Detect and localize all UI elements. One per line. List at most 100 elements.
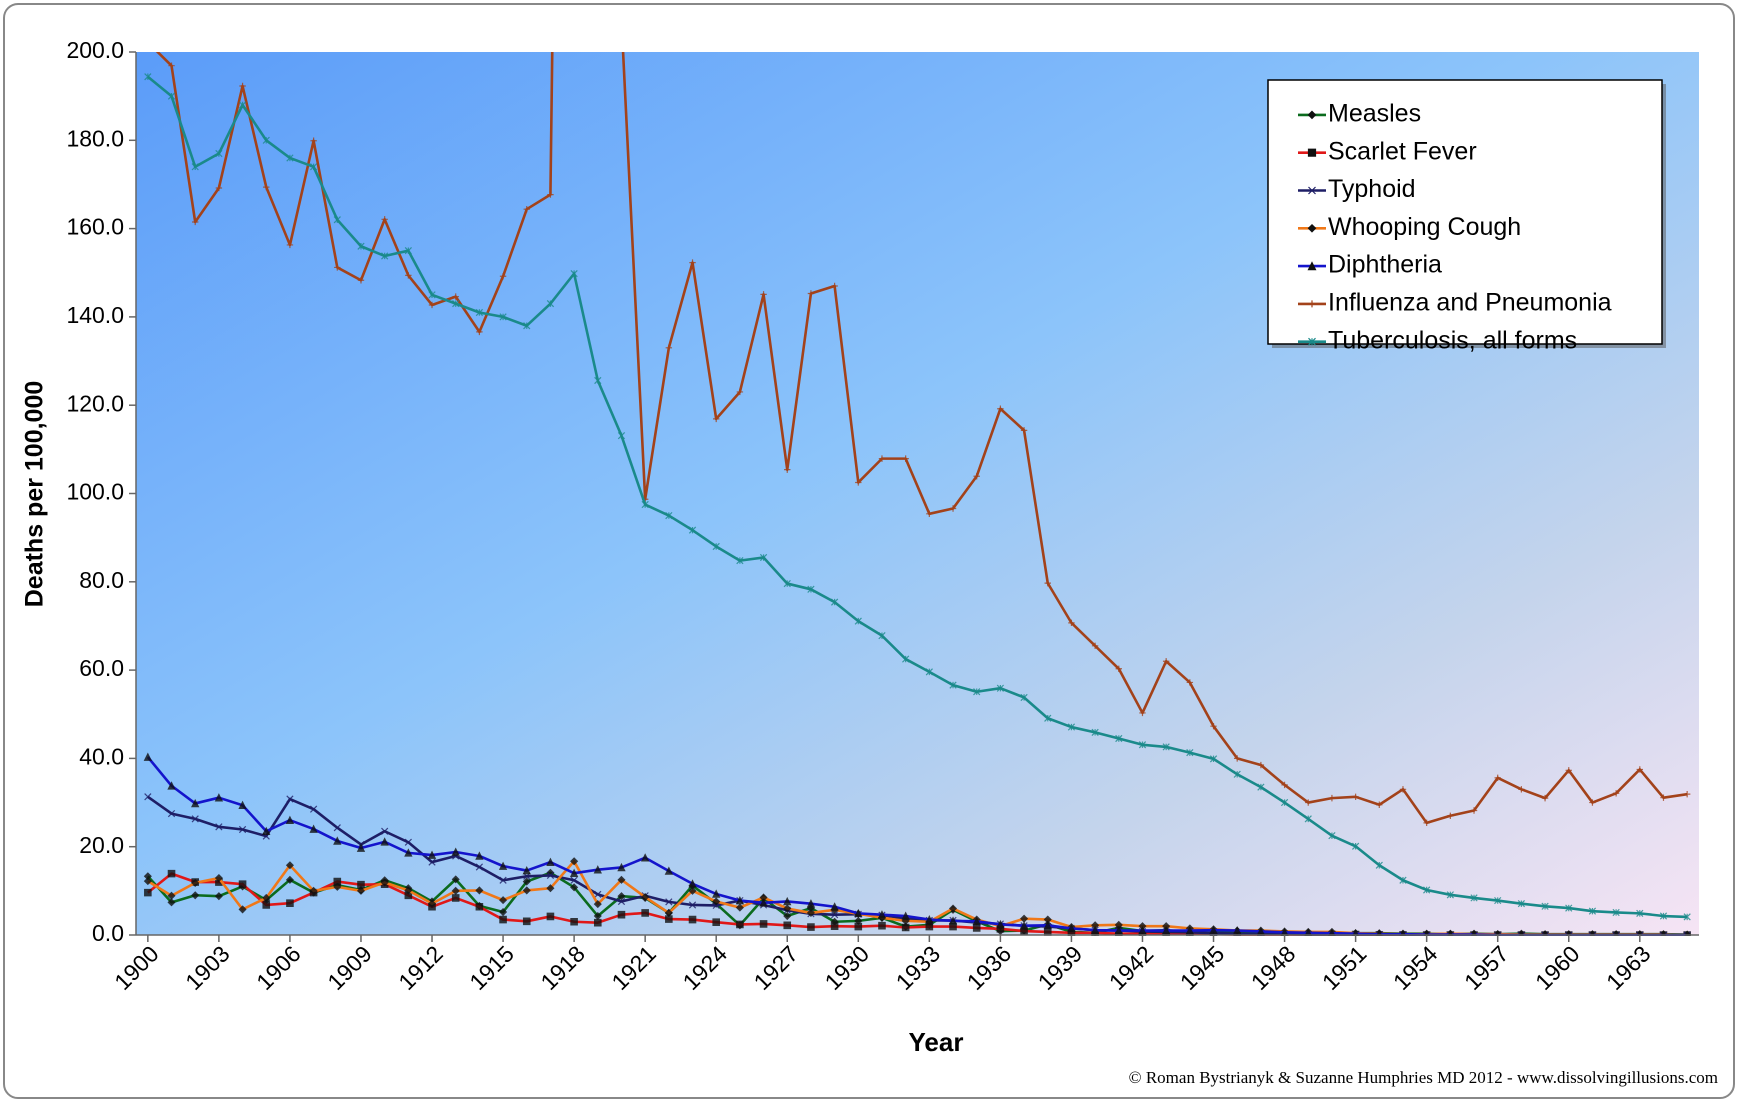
point-marker	[523, 205, 530, 213]
point-marker	[877, 910, 887, 919]
point-marker	[948, 916, 958, 925]
point-marker	[736, 920, 744, 929]
legend-label: Influenza and Pneumonia	[1328, 289, 1612, 317]
point-marker	[547, 191, 554, 198]
point-marker	[428, 858, 436, 866]
point-marker	[333, 216, 341, 224]
point-marker	[452, 300, 460, 308]
point-marker	[759, 553, 768, 562]
point-marker	[665, 344, 673, 352]
y-tick-label: 80.0	[79, 567, 124, 593]
point-marker	[522, 917, 531, 926]
point-marker	[783, 911, 792, 921]
point-marker	[902, 455, 909, 462]
point-marker	[641, 892, 650, 902]
point-marker	[498, 861, 508, 870]
point-marker	[1185, 926, 1195, 935]
point-marker	[191, 891, 200, 900]
point-marker	[239, 82, 246, 90]
y-tick-label: 140.0	[66, 302, 124, 328]
point-marker	[262, 826, 271, 836]
point-marker	[546, 300, 555, 308]
point-marker	[475, 851, 484, 860]
point-marker	[1446, 891, 1454, 899]
point-marker	[191, 798, 200, 808]
point-marker	[617, 910, 626, 919]
point-marker	[1518, 786, 1525, 793]
point-marker	[783, 579, 791, 588]
point-marker	[1067, 923, 1076, 933]
point-marker	[167, 809, 176, 818]
point-marker	[357, 242, 365, 250]
legend-marker	[1308, 337, 1316, 346]
point-marker	[499, 313, 507, 321]
point-marker	[238, 905, 247, 914]
legend-marker	[1307, 110, 1317, 120]
legend-box	[1267, 79, 1663, 345]
point-marker	[997, 405, 1004, 412]
series-line	[147, 75, 1688, 919]
point-marker	[404, 838, 412, 846]
point-marker	[901, 923, 910, 932]
point-marker	[309, 163, 318, 171]
point-marker	[1090, 925, 1100, 934]
point-marker	[522, 886, 531, 895]
y-tick-label: 160.0	[66, 214, 124, 240]
point-marker	[143, 752, 153, 761]
point-marker	[807, 290, 815, 297]
point-marker	[546, 884, 555, 893]
point-marker	[570, 883, 579, 892]
point-marker	[381, 216, 388, 223]
point-marker	[144, 73, 152, 81]
point-marker	[309, 886, 318, 895]
point-marker	[1636, 909, 1644, 917]
point-marker	[381, 827, 389, 835]
point-marker	[783, 904, 792, 913]
point-marker	[357, 880, 365, 889]
point-marker	[1067, 723, 1076, 731]
point-marker	[949, 505, 957, 512]
point-marker	[238, 880, 247, 889]
point-marker	[1233, 770, 1241, 778]
point-marker	[925, 915, 934, 924]
point-marker	[783, 896, 792, 906]
point-marker	[855, 479, 862, 486]
point-marker	[1186, 749, 1194, 757]
point-marker	[144, 793, 152, 801]
point-marker	[214, 793, 224, 802]
point-marker	[735, 896, 745, 905]
point-marker	[784, 466, 791, 473]
point-marker	[309, 824, 318, 833]
point-marker	[1162, 658, 1170, 665]
legend-label: Typhoid	[1328, 175, 1416, 203]
point-marker	[475, 902, 484, 911]
point-marker	[901, 911, 910, 920]
point-marker	[1304, 815, 1312, 823]
point-marker	[167, 781, 176, 790]
point-marker	[1209, 755, 1218, 763]
point-marker	[1589, 799, 1596, 806]
point-marker	[238, 101, 247, 109]
y-tick-label: 20.0	[79, 832, 124, 858]
point-marker	[405, 272, 412, 279]
point-marker	[807, 585, 815, 593]
point-marker	[570, 917, 578, 926]
point-marker	[285, 815, 295, 825]
point-marker	[713, 415, 720, 423]
point-marker	[1376, 801, 1383, 808]
point-marker	[427, 899, 437, 908]
legend-label: Whooping Cough	[1328, 213, 1521, 241]
point-marker	[475, 886, 484, 895]
point-marker	[428, 291, 436, 299]
point-marker	[357, 277, 365, 284]
point-marker	[1020, 427, 1028, 434]
point-marker	[830, 598, 839, 606]
point-marker	[1659, 912, 1668, 920]
point-marker	[404, 886, 413, 895]
point-marker	[1234, 755, 1241, 762]
point-marker	[688, 901, 697, 909]
point-marker	[569, 868, 579, 877]
point-marker	[878, 455, 886, 462]
